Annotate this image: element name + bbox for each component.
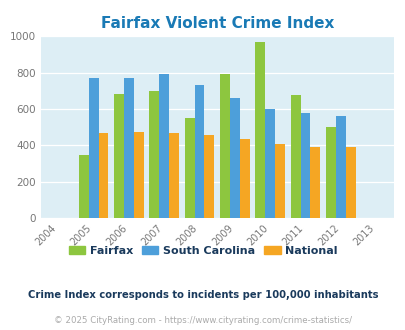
Bar (88, 79, 98, 218)
Bar (184, 118, 194, 218)
Text: Crime Index corresponds to incidents per 100,000 inhabitants: Crime Index corresponds to incidents per… (28, 290, 377, 300)
Title: Fairfax Violent Crime Index: Fairfax Violent Crime Index (100, 16, 333, 31)
Bar (149, 91, 159, 218)
Bar (325, 127, 335, 218)
Bar (229, 98, 239, 218)
Bar (159, 74, 169, 218)
Bar (134, 132, 143, 218)
Bar (169, 133, 179, 218)
Bar (310, 147, 320, 218)
Bar (239, 139, 249, 218)
Bar (98, 133, 108, 218)
Bar (264, 109, 275, 218)
Bar (114, 94, 124, 218)
Bar (194, 85, 204, 218)
Bar (290, 95, 300, 218)
Bar (335, 116, 345, 218)
Bar (275, 144, 284, 218)
Bar (255, 42, 264, 218)
Legend: Fairfax, South Carolina, National: Fairfax, South Carolina, National (64, 241, 341, 260)
Bar (79, 155, 88, 218)
Bar (220, 74, 229, 218)
Bar (300, 114, 310, 218)
Bar (124, 79, 134, 218)
Text: © 2025 CityRating.com - https://www.cityrating.com/crime-statistics/: © 2025 CityRating.com - https://www.city… (54, 316, 351, 325)
Bar (204, 135, 214, 218)
Bar (345, 147, 355, 218)
